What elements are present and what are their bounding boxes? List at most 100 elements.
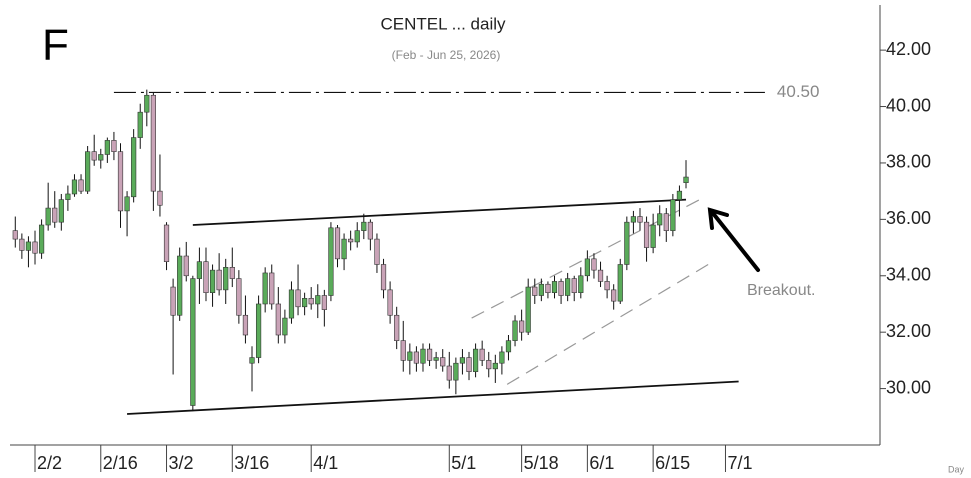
candle-body (624, 221, 630, 265)
candle-body (12, 230, 18, 240)
x-tick-label: 4/1 (313, 453, 338, 473)
candle-body (315, 295, 321, 305)
candle-body (282, 317, 288, 336)
candle-body (472, 348, 479, 372)
candle-body (505, 340, 512, 353)
candle-body (91, 151, 97, 161)
candle-body (519, 320, 525, 333)
candle-body (499, 351, 505, 364)
candle-body (413, 351, 420, 364)
candle-body (591, 258, 597, 271)
candle-body (19, 238, 25, 251)
candle-body (321, 295, 327, 310)
y-tick-label: 38.00 (886, 152, 931, 172)
candle-body (45, 207, 51, 226)
candle-body (85, 151, 91, 192)
candle-body (170, 286, 176, 316)
candle-body (209, 269, 216, 293)
candle-body (597, 269, 604, 282)
trend-line (506, 261, 714, 385)
y-tick-label: 32.00 (886, 321, 931, 341)
candle-body (117, 151, 124, 212)
candle-body (78, 179, 84, 192)
x-tick-label: 7/1 (727, 453, 752, 473)
candle-body (551, 281, 558, 293)
candle-body (565, 278, 571, 296)
candle-body (604, 281, 610, 291)
candle-body (98, 154, 104, 161)
candle-body (111, 140, 117, 152)
candle-body (643, 221, 650, 248)
candle-body (532, 286, 538, 296)
candle-body (538, 283, 544, 296)
candle-body (196, 261, 203, 279)
candle-body (453, 362, 459, 381)
candle-body (236, 278, 242, 316)
candle-body (676, 190, 683, 200)
candle-body (58, 199, 64, 223)
candle-body (420, 348, 426, 364)
candle-body (229, 267, 235, 279)
x-tick-label: 6/1 (589, 453, 614, 473)
candle-body (446, 365, 452, 381)
candle-body (466, 357, 472, 372)
candle-body (387, 289, 393, 316)
candle-body (38, 224, 45, 254)
candle-body (104, 140, 110, 155)
candle-body (545, 283, 551, 293)
candle-body (295, 289, 301, 308)
candle-body (216, 269, 222, 291)
candle-body (578, 275, 584, 293)
candle-body (249, 357, 255, 364)
candle-body (380, 264, 387, 291)
candle-body (558, 281, 564, 296)
candle-body (328, 227, 334, 296)
y-tick-label: 40.00 (886, 95, 931, 115)
candle-body (52, 207, 58, 223)
line-label: 40.50 (777, 82, 820, 101)
y-tick-label: 30.00 (886, 377, 931, 397)
candle-body (683, 176, 689, 183)
candle-body (407, 351, 413, 361)
candle-body (492, 362, 498, 370)
candle-body (348, 238, 354, 243)
candle-body (571, 278, 577, 293)
candle-body (275, 303, 281, 336)
y-tick-label: 36.00 (886, 208, 931, 228)
x-tick-label: 2/16 (103, 453, 138, 473)
candle-body (32, 241, 38, 254)
candle-body (374, 238, 380, 265)
candle-body (71, 179, 78, 195)
candle-body (433, 357, 439, 361)
candle-body (341, 238, 347, 260)
candle-body (637, 216, 643, 223)
candle-body (663, 213, 669, 231)
chart-subtitle: (Feb - Jun 25, 2026) (392, 48, 501, 62)
candle-body (400, 340, 406, 361)
candle-body (190, 278, 196, 406)
candle-body (650, 224, 656, 248)
candle-body (367, 221, 373, 240)
chart-title: CENTEL ... daily (380, 14, 506, 33)
candle-body (426, 348, 433, 361)
candle-body (157, 190, 163, 206)
candle-body (670, 199, 676, 231)
candle-body (131, 137, 137, 198)
candle-body (183, 255, 189, 277)
candle-body (512, 320, 518, 341)
candle-body (144, 94, 150, 113)
symbol: F (42, 21, 69, 70)
candle-body (203, 261, 209, 293)
candle-body (617, 264, 623, 302)
candle-body (163, 224, 170, 262)
candle-body (525, 286, 531, 333)
candle-body (361, 221, 367, 231)
candle-body (584, 258, 590, 277)
x-tick-label: 6/15 (655, 453, 690, 473)
candle-body (630, 216, 637, 223)
candle-body (611, 289, 617, 302)
y-tick-label: 42.00 (886, 39, 931, 59)
candle-body (223, 267, 229, 291)
trend-line (192, 198, 687, 226)
